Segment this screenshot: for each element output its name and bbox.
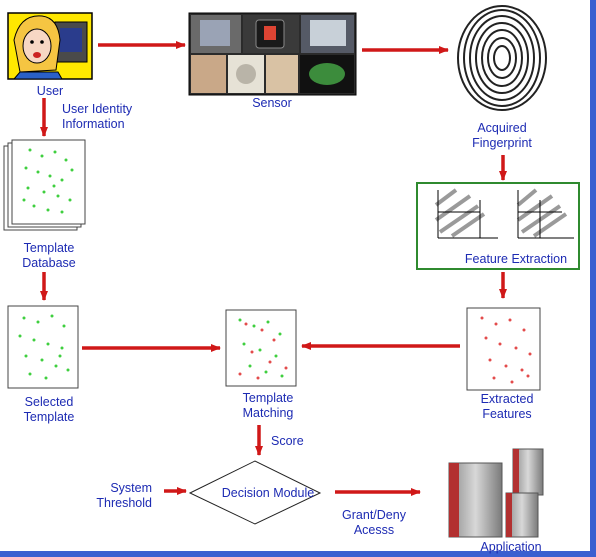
label-selected-template: Selected Template (23, 395, 75, 424)
label-grant-deny: Grant/Deny Acesss (342, 508, 406, 537)
extracted-features-card (466, 307, 541, 391)
label-score: Score (271, 434, 304, 448)
feature-extraction-box (416, 182, 580, 270)
label-acquired-fingerprint: Acquired Fingerprint (472, 121, 532, 150)
label-feature-extraction: Feature Extraction (464, 252, 568, 266)
decision-module-diamond (188, 460, 322, 525)
label-template-database: Template Database (22, 241, 76, 270)
diagram-graphics (3, 5, 580, 538)
label-sensor: Sensor (252, 96, 292, 110)
fingerprint-sensors-collage-icon (188, 12, 357, 96)
label-system-threshold: System Threshold (96, 481, 152, 510)
server-cluster-icon (448, 448, 544, 538)
label-application: Application (480, 540, 542, 554)
template-matching-card (225, 309, 297, 387)
template-database-stack (3, 139, 86, 231)
label-template-matching: Template Matching (242, 391, 294, 420)
fingerprint-icon (457, 5, 547, 111)
label-user: User (36, 84, 64, 98)
selected-template-card (7, 305, 79, 389)
user-at-computer-icon (7, 12, 93, 80)
label-extracted-features: Extracted Features (480, 392, 534, 421)
label-user-identity: User Identity Information (62, 102, 133, 131)
label-decision-module: Decision Module (221, 486, 315, 500)
